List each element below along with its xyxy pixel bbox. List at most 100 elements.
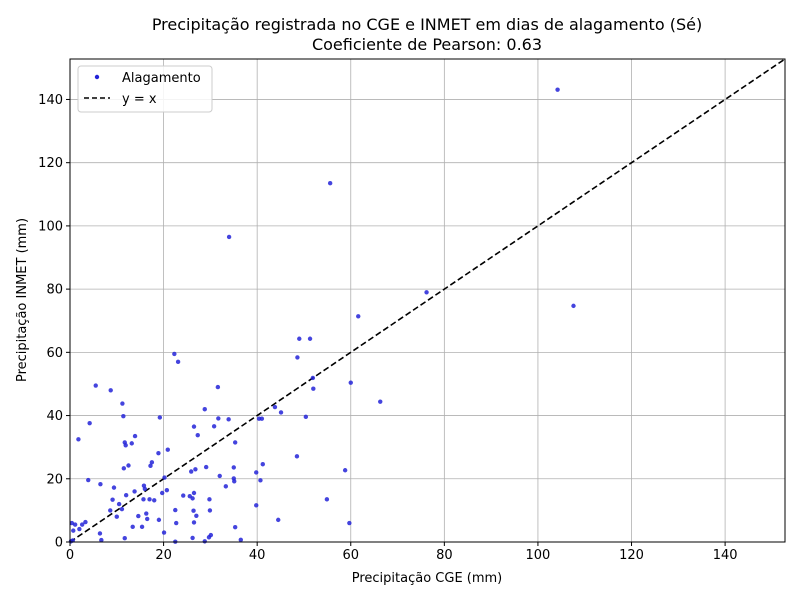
data-point	[191, 424, 197, 429]
x-axis-label: Precipitação CGE (mm)	[352, 571, 503, 586]
data-point	[294, 454, 300, 459]
chart-title: Precipitação registrada no CGE e INMET e…	[152, 15, 702, 34]
data-point	[175, 359, 181, 365]
data-point	[348, 380, 353, 385]
data-point	[152, 498, 157, 503]
data-point	[232, 524, 238, 530]
data-point	[69, 520, 75, 526]
data-point	[86, 477, 91, 483]
data-point	[164, 487, 170, 493]
data-point	[77, 526, 82, 532]
data-point	[111, 485, 117, 490]
x-tick-label: 140	[713, 548, 738, 563]
data-point	[303, 414, 309, 420]
data-point	[126, 463, 131, 468]
data-point	[342, 468, 348, 473]
data-point	[215, 384, 221, 390]
data-point	[121, 466, 127, 471]
data-point	[311, 386, 316, 391]
data-point	[555, 87, 560, 92]
data-point	[195, 432, 200, 438]
data-point	[254, 470, 259, 475]
data-point	[278, 410, 284, 415]
data-point	[191, 520, 197, 525]
data-point	[378, 399, 383, 404]
x-tick-label: 40	[249, 548, 266, 563]
data-point	[194, 513, 199, 518]
legend: Alagamento y = x	[77, 65, 213, 113]
data-point	[232, 479, 237, 484]
y-tick-label: 0	[55, 536, 63, 551]
data-point	[159, 490, 165, 496]
data-point	[173, 507, 178, 513]
x-tick-label: 0	[66, 548, 74, 563]
data-point	[260, 462, 265, 467]
data-point	[141, 497, 146, 502]
y-tick-label: 20	[46, 472, 63, 487]
data-point	[123, 443, 128, 448]
legend-marker-alagamento	[94, 74, 100, 80]
data-point	[147, 497, 152, 502]
data-point	[206, 535, 212, 540]
data-point	[297, 336, 302, 341]
data-point	[68, 539, 74, 544]
data-point	[276, 517, 281, 523]
x-tick-label: 60	[342, 548, 359, 563]
data-point	[193, 467, 198, 472]
data-point	[347, 520, 352, 526]
data-point	[97, 531, 103, 536]
data-point	[132, 489, 137, 494]
data-point	[71, 528, 76, 533]
chart-subtitle: Coeficiente de Pearson: 0.63	[312, 35, 542, 54]
data-point	[120, 401, 125, 406]
data-point	[132, 433, 138, 439]
data-point	[156, 517, 162, 523]
data-point	[254, 503, 259, 508]
y-tick-label: 60	[46, 346, 63, 361]
data-point	[203, 464, 209, 470]
data-point	[327, 181, 333, 186]
data-point	[130, 524, 135, 530]
data-point	[191, 508, 196, 513]
legend-box	[77, 65, 213, 113]
data-point	[162, 475, 167, 480]
data-point	[136, 513, 141, 519]
x-axis-ticks: 0 20 40 60 80 100 120 140	[66, 542, 738, 563]
data-point	[202, 407, 207, 412]
data-point	[129, 441, 134, 446]
data-point	[202, 539, 207, 544]
data-point	[216, 416, 221, 421]
data-point	[310, 375, 316, 381]
data-point	[165, 447, 170, 452]
data-point	[258, 478, 263, 483]
data-point	[190, 535, 195, 541]
y-tick-label: 80	[46, 283, 63, 298]
y-axis-label: Precipitação INMET (mm)	[15, 218, 30, 382]
legend-label-alagamento: Alagamento	[122, 71, 201, 86]
data-point	[207, 497, 212, 502]
x-tick-label: 100	[526, 548, 551, 563]
y-tick-label: 140	[38, 93, 63, 108]
x-tick-label: 80	[436, 548, 453, 563]
data-point	[139, 524, 145, 530]
data-point	[217, 473, 222, 479]
y-tick-label: 40	[46, 409, 63, 424]
data-point	[190, 496, 195, 501]
data-point	[272, 404, 278, 410]
data-point	[149, 460, 155, 465]
data-point	[148, 463, 153, 469]
data-point	[122, 536, 127, 541]
data-point	[119, 506, 125, 512]
data-point	[191, 490, 197, 496]
data-point	[571, 303, 576, 309]
data-point	[145, 516, 150, 522]
data-point	[174, 520, 179, 526]
data-point	[142, 486, 148, 492]
data-point	[87, 420, 92, 426]
data-point	[79, 522, 85, 527]
data-point	[188, 469, 194, 474]
data-point	[238, 537, 243, 542]
data-point	[207, 508, 213, 513]
data-points	[68, 87, 576, 544]
